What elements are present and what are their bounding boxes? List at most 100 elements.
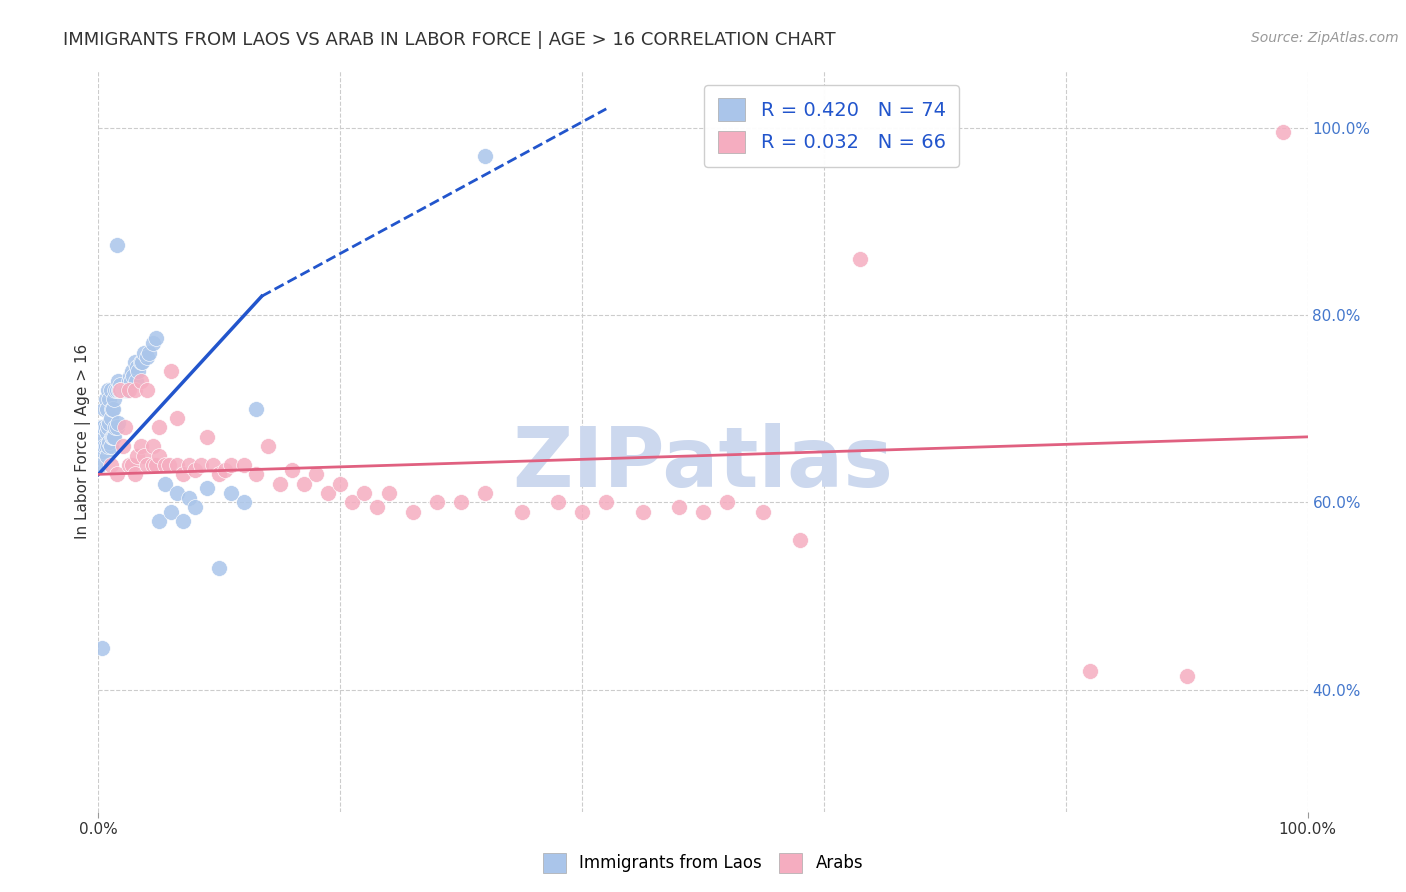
Point <box>342 495 364 509</box>
Point <box>134 449 156 463</box>
Point <box>474 149 496 163</box>
Point <box>316 486 339 500</box>
Text: Source: ZipAtlas.com: Source: ZipAtlas.com <box>1251 31 1399 45</box>
Point <box>692 505 714 519</box>
Point <box>366 500 388 515</box>
Point <box>245 401 267 416</box>
Point <box>107 416 129 430</box>
Point <box>269 476 291 491</box>
Point <box>112 383 135 397</box>
Point <box>292 476 315 491</box>
Point <box>1078 664 1101 678</box>
Point <box>94 392 117 407</box>
Point <box>135 458 157 472</box>
Point <box>121 364 143 378</box>
Point <box>104 383 127 397</box>
Point <box>117 383 139 397</box>
Point <box>305 467 328 482</box>
Point <box>547 495 569 509</box>
Point <box>166 411 188 425</box>
Point <box>97 439 120 453</box>
Point <box>208 467 231 482</box>
Point <box>93 439 115 453</box>
Y-axis label: In Labor Force | Age > 16: In Labor Force | Age > 16 <box>76 344 91 539</box>
Point <box>668 500 690 515</box>
Point <box>118 368 141 383</box>
Point <box>121 458 143 472</box>
Legend: R = 0.420   N = 74, R = 0.032   N = 66: R = 0.420 N = 74, R = 0.032 N = 66 <box>704 85 959 167</box>
Point <box>134 345 156 359</box>
Point <box>100 430 122 444</box>
Point <box>124 467 146 482</box>
Point <box>202 458 225 472</box>
Point <box>179 458 201 472</box>
Point <box>402 505 425 519</box>
Point <box>108 378 131 392</box>
Point <box>111 439 134 453</box>
Point <box>93 401 115 416</box>
Point <box>96 401 118 416</box>
Point <box>166 458 188 472</box>
Point <box>91 420 114 434</box>
Point <box>91 430 114 444</box>
Point <box>450 495 472 509</box>
Point <box>1272 125 1295 139</box>
Point <box>111 383 134 397</box>
Point <box>118 458 141 472</box>
Point <box>221 458 243 472</box>
Point <box>157 458 180 472</box>
Point <box>100 458 122 472</box>
Text: ZIPatlas: ZIPatlas <box>513 423 893 504</box>
Point <box>160 364 183 378</box>
Point <box>108 383 131 397</box>
Point <box>160 505 183 519</box>
Point <box>90 439 112 453</box>
Point <box>631 505 654 519</box>
Point <box>101 430 124 444</box>
Point <box>232 458 254 472</box>
Point <box>172 467 194 482</box>
Point <box>135 350 157 364</box>
Point <box>127 359 149 374</box>
Point <box>142 458 165 472</box>
Point <box>145 331 167 345</box>
Point <box>120 374 142 388</box>
Point <box>190 458 212 472</box>
Point <box>100 411 122 425</box>
Legend: Immigrants from Laos, Arabs: Immigrants from Laos, Arabs <box>536 847 870 880</box>
Point <box>232 495 254 509</box>
Point <box>97 420 120 434</box>
Point <box>184 500 207 515</box>
Point <box>595 495 617 509</box>
Point <box>91 444 114 458</box>
Point <box>129 439 152 453</box>
Point <box>195 430 218 444</box>
Text: IMMIGRANTS FROM LAOS VS ARAB IN LABOR FORCE | AGE > 16 CORRELATION CHART: IMMIGRANTS FROM LAOS VS ARAB IN LABOR FO… <box>63 31 837 49</box>
Point <box>179 491 201 505</box>
Point <box>377 486 399 500</box>
Point <box>105 237 128 252</box>
Point <box>1175 669 1198 683</box>
Point <box>96 449 118 463</box>
Point <box>131 355 153 369</box>
Point <box>142 439 165 453</box>
Point <box>148 514 170 528</box>
Point <box>100 439 122 453</box>
Point <box>118 374 141 388</box>
Point <box>256 439 278 453</box>
Point <box>184 463 207 477</box>
Point <box>104 420 127 434</box>
Point <box>129 374 152 388</box>
Point <box>91 640 114 655</box>
Point <box>110 383 132 397</box>
Point <box>94 420 117 434</box>
Point <box>105 420 128 434</box>
Point <box>426 495 449 509</box>
Point <box>90 420 112 434</box>
Point <box>153 458 176 472</box>
Point <box>98 416 121 430</box>
Point <box>101 401 124 416</box>
Point <box>118 383 141 397</box>
Point <box>245 467 267 482</box>
Point <box>127 364 149 378</box>
